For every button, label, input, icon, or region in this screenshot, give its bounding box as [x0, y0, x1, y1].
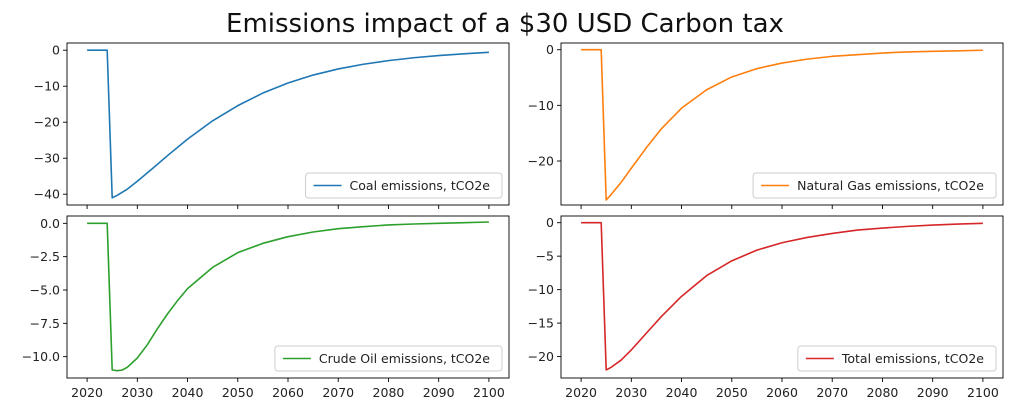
natural-gas-legend: Natural Gas emissions, tCO2e	[752, 172, 997, 199]
total-legend: Total emissions, tCO2e	[797, 345, 997, 372]
crude-oil-xtick-label: 2100	[473, 385, 505, 400]
natural-gas-ytick-label: −10	[528, 98, 554, 113]
crude-oil-ytick-label: −5.0	[30, 283, 60, 298]
total-ytick-label: −20	[528, 349, 554, 364]
total-xtick-label: 2050	[716, 385, 748, 400]
total-xtick-label: 2020	[565, 385, 597, 400]
crude-oil-series-line	[87, 221, 489, 372]
natural-gas-legend-frame	[752, 172, 997, 199]
crude-oil-ytick-label: −2.5	[30, 249, 60, 264]
coal-ytick-label: −30	[34, 151, 60, 166]
natural-gas-legend-label: Natural Gas emissions, tCO2e	[797, 178, 984, 193]
subplot-total: 0 −5 −10 −15 −20 2020 2030 2040 2050 2060 2070 2080…	[528, 215, 1004, 400]
crude-oil-legend: Crude Oil emissions, tCO2e	[274, 345, 503, 372]
coal-ytick-label: 0	[52, 43, 60, 58]
total-ytick-label: 0	[546, 215, 554, 230]
coal-ytick-label: −20	[34, 115, 60, 130]
crude-oil-ytick-label: −7.5	[30, 316, 60, 331]
total-ytick-label: −15	[528, 316, 554, 331]
crude-oil-legend-frame	[274, 345, 503, 372]
figure-title: Emissions impact of a $30 USD Carbon tax	[226, 9, 784, 39]
coal-series-line	[87, 49, 489, 199]
crude-oil-xtick-label: 2050	[222, 385, 254, 400]
natural-gas-ytick-label: 0	[546, 42, 554, 57]
crude-oil-xtick-label: 2040	[172, 385, 204, 400]
total-legend-label: Total emissions, tCO2e	[841, 351, 984, 366]
crude-oil-xtick-label: 2020	[71, 385, 103, 400]
coal-legend-label: Coal emissions, tCO2e	[350, 178, 491, 193]
total-xtick-label: 2070	[816, 385, 848, 400]
coal-legend-frame	[305, 172, 503, 199]
crude-oil-xtick-label: 2060	[272, 385, 304, 400]
total-legend-frame	[797, 345, 997, 372]
crude-oil-ytick-label: −10.0	[22, 349, 60, 364]
total-xtick-label: 2090	[917, 385, 949, 400]
total-xtick-label: 2030	[615, 385, 647, 400]
crude-oil-xtick-label: 2080	[373, 385, 405, 400]
crude-oil-xtick-label: 2070	[322, 385, 354, 400]
crude-oil-ytick-label: 0.0	[40, 216, 60, 231]
natural-gas-series-line	[581, 48, 983, 201]
total-ytick-label: −10	[528, 282, 554, 297]
crude-oil-xtick-label: 2030	[121, 385, 153, 400]
coal-legend: Coal emissions, tCO2e	[305, 172, 503, 199]
coal-ytick-label: −10	[34, 79, 60, 94]
crude-oil-legend-label: Crude Oil emissions, tCO2e	[319, 351, 490, 366]
subplot-natural-gas: 0 −10 −20 Natural Gas emissions, tCO2e	[528, 42, 1004, 209]
subplot-grid: 0 −10 −20 −30 −40 Coal emissions, tCO2e 0 −10 −2…	[22, 42, 1004, 400]
natural-gas-ytick-label: −20	[528, 154, 554, 169]
total-xtick-label: 2040	[666, 385, 698, 400]
total-xtick-label: 2060	[766, 385, 798, 400]
total-series-line	[581, 221, 983, 371]
total-xtick-label: 2100	[967, 385, 999, 400]
total-ytick-label: −5	[536, 249, 554, 264]
subplot-coal: 0 −10 −20 −30 −40 Coal emissions, tCO2e	[34, 42, 510, 209]
coal-ytick-label: −40	[34, 187, 60, 202]
total-xtick-label: 2080	[867, 385, 899, 400]
crude-oil-xtick-label: 2090	[423, 385, 455, 400]
subplot-crude-oil: 0.0 −2.5 −5.0 −7.5 −10.0 2020 2030 2040 2050 2060…	[22, 215, 510, 400]
